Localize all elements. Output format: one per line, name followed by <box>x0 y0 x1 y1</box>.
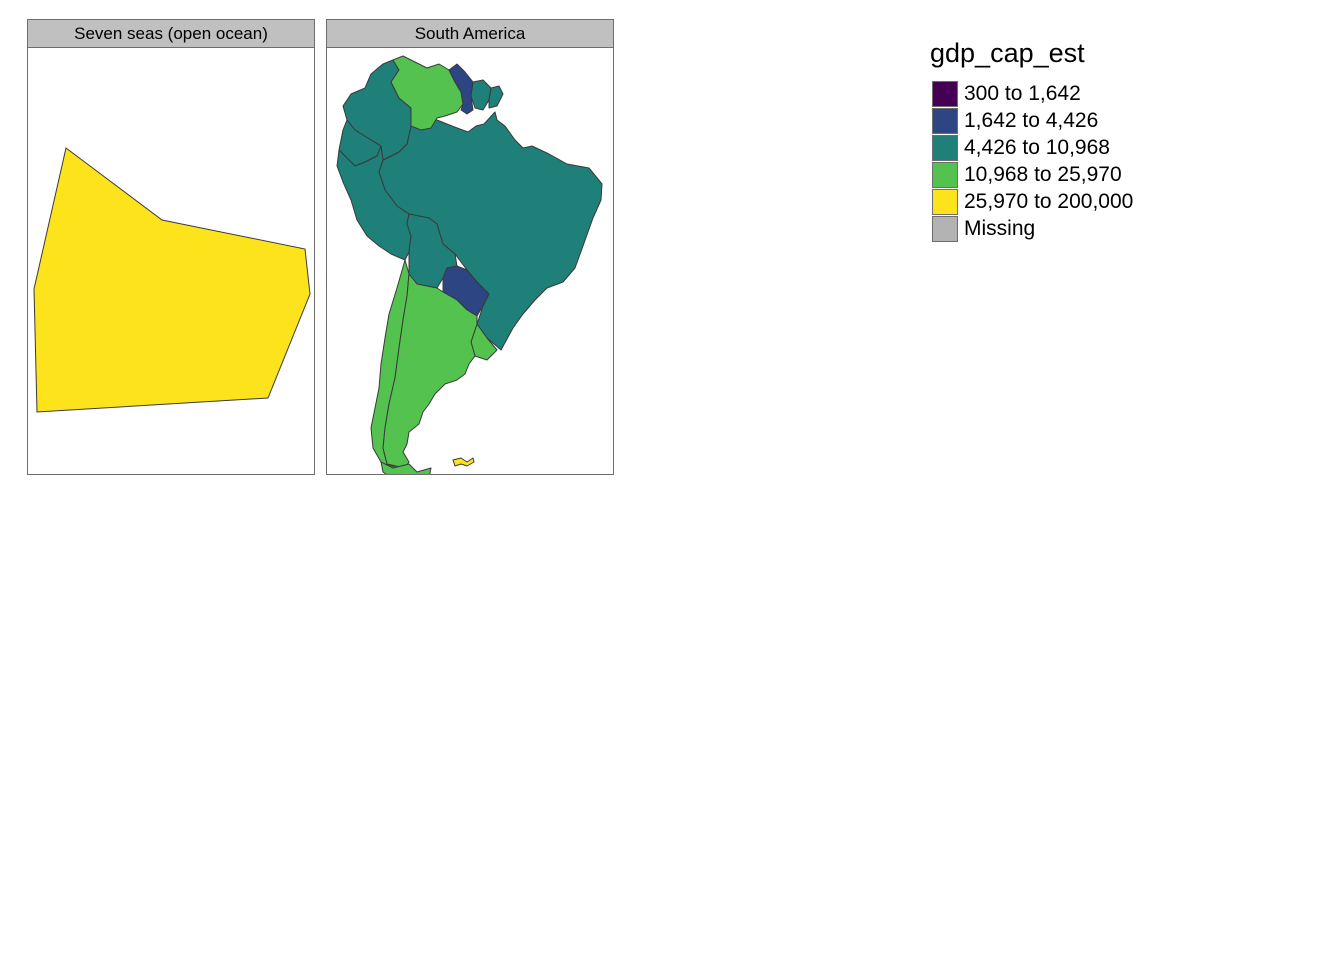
facet-title: Seven seas (open ocean) <box>28 20 314 48</box>
legend-item: 300 to 1,642 <box>930 80 1133 107</box>
facet-panel-south-america: South America <box>326 19 614 475</box>
country-paraguay[interactable] <box>442 265 490 317</box>
facet-panel-seven-seas: Seven seas (open ocean) <box>27 19 315 475</box>
island-tierra-del-fuego[interactable] <box>380 461 432 474</box>
legend-item: Missing <box>930 215 1133 242</box>
legend-item: 1,642 to 4,426 <box>930 107 1133 134</box>
country-bolivia[interactable] <box>406 213 458 289</box>
legend-label: 300 to 1,642 <box>964 82 1081 105</box>
country-argentina[interactable] <box>382 273 478 469</box>
legend-label: Missing <box>964 217 1036 240</box>
legend-label: 10,968 to 25,970 <box>964 163 1122 186</box>
country-venezuela[interactable] <box>390 55 464 131</box>
legend-swatch <box>932 161 958 188</box>
legend-label: 1,642 to 4,426 <box>964 109 1099 132</box>
map-seven-seas <box>33 147 311 413</box>
legend-item: 10,968 to 25,970 <box>930 161 1133 188</box>
island-falklands[interactable] <box>452 457 475 467</box>
legend-swatch <box>932 215 958 242</box>
legend-items: 300 to 1,642 1,642 to 4,426 4,426 to 10,96… <box>930 80 1133 242</box>
map-south-america <box>336 55 603 474</box>
legend-swatch <box>932 188 958 215</box>
legend-swatch <box>932 107 958 134</box>
legend-label: 4,426 to 10,968 <box>964 136 1110 159</box>
map-legend: gdp_cap_est 300 to 1,642 1,642 to 4,426 4,… <box>930 36 1133 242</box>
legend-label: 25,970 to 200,000 <box>964 190 1134 213</box>
facet-title: South America <box>327 20 613 48</box>
legend-swatch <box>932 134 958 161</box>
country-guyana[interactable] <box>448 63 474 115</box>
legend-item: 25,970 to 200,000 <box>930 188 1133 215</box>
region-seven-seas[interactable] <box>33 147 311 413</box>
country-suriname[interactable] <box>470 79 492 111</box>
legend-item: 4,426 to 10,968 <box>930 134 1133 161</box>
country-french-guiana[interactable] <box>488 85 504 109</box>
legend-title: gdp_cap_est <box>930 38 1085 68</box>
legend-swatch <box>932 80 958 107</box>
